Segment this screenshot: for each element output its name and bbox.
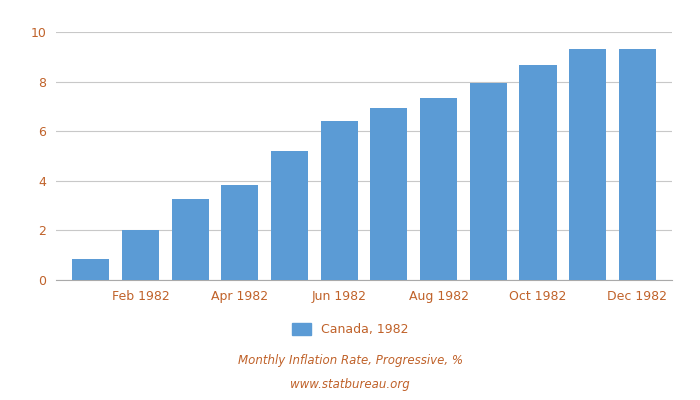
Bar bbox=[370, 108, 407, 280]
Bar bbox=[619, 49, 656, 280]
Bar bbox=[470, 83, 507, 280]
Bar bbox=[221, 184, 258, 280]
Bar bbox=[271, 151, 308, 280]
Legend: Canada, 1982: Canada, 1982 bbox=[287, 318, 413, 341]
Bar bbox=[122, 230, 159, 280]
Text: Monthly Inflation Rate, Progressive, %: Monthly Inflation Rate, Progressive, % bbox=[237, 354, 463, 367]
Bar bbox=[519, 66, 556, 280]
Bar bbox=[72, 259, 109, 280]
Bar bbox=[420, 98, 457, 280]
Bar bbox=[321, 121, 358, 280]
Bar bbox=[569, 49, 606, 280]
Bar bbox=[172, 199, 209, 280]
Text: www.statbureau.org: www.statbureau.org bbox=[290, 378, 410, 391]
